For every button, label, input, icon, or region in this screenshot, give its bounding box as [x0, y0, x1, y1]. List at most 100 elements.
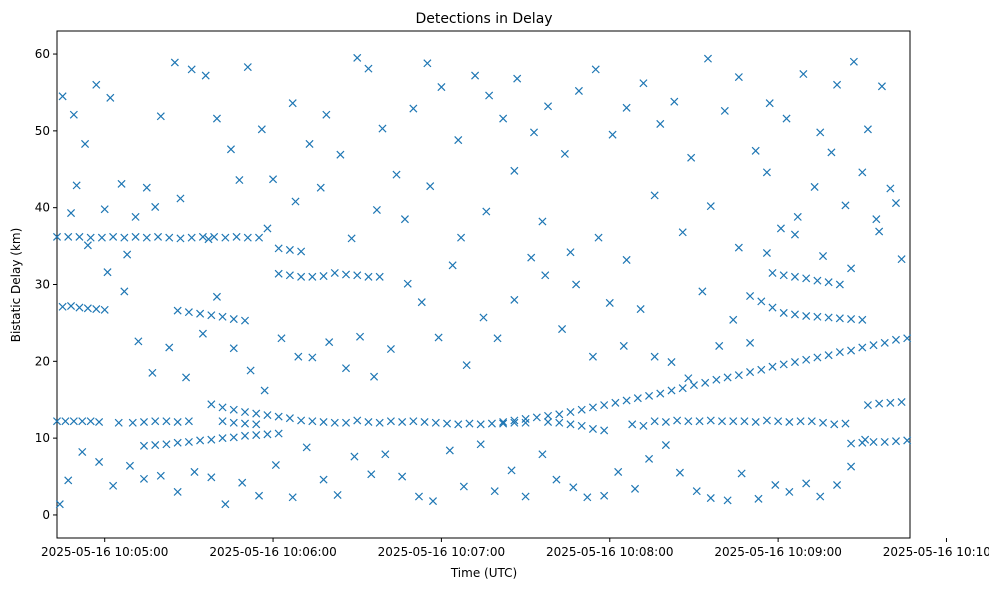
data-point: [420, 417, 429, 427]
data-point: [142, 183, 151, 192]
data-point: [69, 417, 78, 426]
data-point: [238, 478, 247, 487]
data-point: [123, 250, 132, 259]
data-point: [67, 209, 76, 218]
data-point: [813, 353, 822, 362]
data-point: [802, 311, 811, 321]
data-point: [793, 212, 802, 221]
data-point: [92, 305, 101, 314]
data-point: [297, 272, 306, 281]
data-point: [701, 378, 710, 387]
data-point: [493, 334, 502, 343]
data-point: [544, 417, 553, 427]
data-point: [762, 416, 771, 425]
data-point: [639, 79, 648, 88]
y-tick-label: 30: [35, 278, 50, 292]
data-point: [633, 394, 642, 403]
data-point: [375, 418, 384, 427]
data-point: [221, 500, 230, 509]
data-point: [555, 418, 564, 427]
data-point: [858, 168, 867, 177]
data-point: [779, 308, 788, 317]
data-point: [574, 86, 583, 95]
x-tick-label: 2025-05-16 10:10:00: [883, 545, 989, 559]
data-point: [367, 470, 376, 479]
data-point: [274, 429, 283, 438]
data-point: [746, 291, 755, 301]
data-point: [886, 398, 895, 407]
data-point: [454, 420, 463, 429]
data-point: [392, 170, 401, 179]
data-point: [302, 443, 311, 452]
data-point: [869, 341, 878, 350]
data-point: [723, 373, 732, 382]
data-point: [83, 241, 92, 250]
data-point: [765, 99, 774, 108]
data-point: [790, 272, 799, 281]
data-point: [372, 205, 381, 215]
x-axis-ticks: 2025-05-16 10:05:00 2025-05-16 10:06:00 20…: [41, 538, 989, 559]
data-point: [768, 268, 777, 278]
data-point: [184, 308, 193, 317]
data-point: [252, 420, 261, 429]
data-point: [703, 54, 712, 63]
data-point: [255, 491, 264, 500]
data-point: [639, 421, 648, 430]
data-point: [386, 345, 395, 354]
data-point: [375, 272, 384, 281]
data-point: [263, 224, 272, 233]
data-point: [729, 315, 738, 324]
data-point: [499, 419, 508, 428]
data-point: [341, 418, 351, 427]
data-point: [790, 358, 799, 367]
data-point: [875, 399, 884, 408]
data-point: [471, 71, 480, 80]
data-point: [485, 91, 494, 100]
data-point: [187, 233, 196, 242]
data-point: [594, 233, 603, 242]
data-point: [78, 417, 87, 426]
data-point: [263, 411, 272, 420]
data-point: [229, 418, 238, 427]
data-point: [218, 434, 227, 443]
data-point: [319, 475, 328, 484]
data-point: [591, 65, 600, 74]
data-point: [723, 496, 732, 505]
data-point: [630, 484, 640, 493]
data-point: [319, 272, 328, 281]
data-point: [297, 247, 306, 256]
data-point: [729, 417, 738, 426]
data-point: [656, 389, 665, 398]
data-point: [790, 230, 799, 239]
data-point: [353, 53, 362, 62]
data-point: [880, 338, 889, 347]
data-point: [476, 440, 485, 449]
data-point: [689, 381, 698, 390]
data-point: [341, 364, 351, 373]
data-point: [521, 492, 530, 501]
data-point: [706, 494, 715, 503]
data-point: [813, 312, 822, 321]
data-point: [370, 372, 379, 381]
data-point: [824, 278, 833, 287]
data-point: [782, 114, 791, 123]
data-point: [243, 63, 252, 72]
data-point: [608, 130, 617, 139]
data-point: [510, 418, 519, 427]
data-point: [142, 233, 151, 242]
data-point: [858, 343, 867, 352]
plot-area: 2025-05-16 10:05:00 2025-05-16 10:06:00 20…: [35, 30, 989, 559]
data-point: [678, 384, 687, 393]
data-point: [835, 314, 844, 323]
data-point: [271, 460, 280, 470]
data-point: [507, 466, 516, 475]
y-tick-label: 20: [35, 354, 50, 368]
data-point: [308, 353, 317, 362]
data-point: [768, 362, 777, 371]
data-point: [131, 232, 140, 241]
data-point: [785, 487, 794, 496]
data-point: [263, 430, 272, 439]
data-point: [827, 148, 836, 157]
data-point: [538, 217, 547, 226]
data-point: [833, 480, 842, 490]
